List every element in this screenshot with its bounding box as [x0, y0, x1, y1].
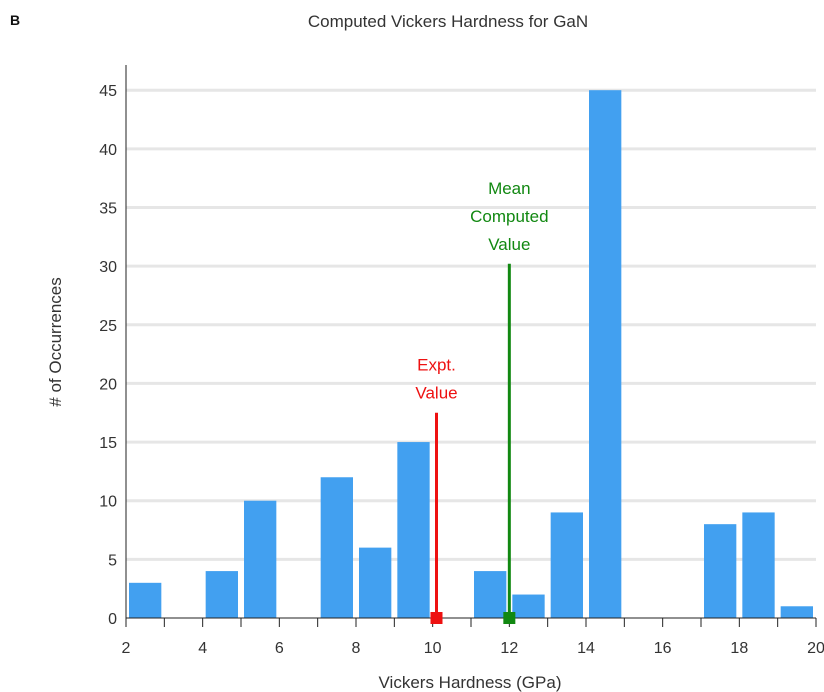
- bars: [129, 90, 813, 618]
- x-tick-label-8: 8: [352, 640, 361, 657]
- chart-title: Computed Vickers Hardness for GaN: [308, 12, 588, 31]
- expt-label-line-0: Expt.: [417, 356, 456, 375]
- y-tick-label-25: 25: [99, 318, 117, 335]
- y-tick-label-40: 40: [99, 142, 117, 159]
- bar-4-5: [205, 571, 238, 618]
- bar-18-19: [742, 512, 775, 618]
- markers: Expt. Value Mean Computed Value: [415, 179, 549, 624]
- bar-7-8: [320, 477, 353, 618]
- bar-13-14: [550, 512, 583, 618]
- bar-8-9: [359, 547, 392, 618]
- x-tick-label-12: 12: [500, 640, 518, 657]
- y-tick-label-10: 10: [99, 494, 117, 511]
- y-tick-label-45: 45: [99, 83, 117, 100]
- y-tick-label-15: 15: [99, 435, 117, 452]
- x-tick-label-2: 2: [122, 640, 131, 657]
- bar-17-18: [704, 524, 737, 618]
- x-tick-label-10: 10: [424, 640, 442, 657]
- y-tick-label-35: 35: [99, 200, 117, 217]
- expt-label-line-1: Value: [415, 384, 457, 403]
- x-tick-label-16: 16: [654, 640, 672, 657]
- y-tick-label-30: 30: [99, 259, 117, 276]
- y-tick-label-0: 0: [108, 611, 117, 628]
- gridlines: [126, 88, 816, 561]
- mean-label-line-0: Mean: [488, 179, 531, 198]
- bar-5-6: [244, 500, 277, 618]
- bar-11-12: [474, 571, 507, 618]
- x-tick-label-14: 14: [577, 640, 595, 657]
- x-tick-label-20: 20: [807, 640, 824, 657]
- x-tick-label-4: 4: [198, 640, 207, 657]
- bar-14-15: [589, 90, 622, 618]
- expt-marker-square: [430, 612, 443, 624]
- y-tick-label-5: 5: [108, 552, 117, 569]
- x-tick-label-6: 6: [275, 640, 284, 657]
- x-axis-label: Vickers Hardness (GPa): [379, 673, 562, 692]
- mean-label-line-2: Value: [488, 235, 530, 254]
- y-tick-label-20: 20: [99, 376, 117, 393]
- bar-19-20: [780, 606, 813, 618]
- mean-marker-square: [503, 612, 516, 624]
- panel-letter: B: [10, 12, 21, 28]
- x-tick-label-18: 18: [730, 640, 748, 657]
- y-axis-label: # of Occurrences: [46, 277, 65, 406]
- mean-label-line-1: Computed: [470, 207, 548, 226]
- axes: 0 5 10 15 20 25 30 35 40 45 2 4 6 8 10 12 14 16 18 20: [99, 65, 824, 657]
- bar-2-3: [129, 582, 162, 618]
- bar-12-13: [512, 594, 545, 618]
- bar-9-10: [397, 442, 430, 618]
